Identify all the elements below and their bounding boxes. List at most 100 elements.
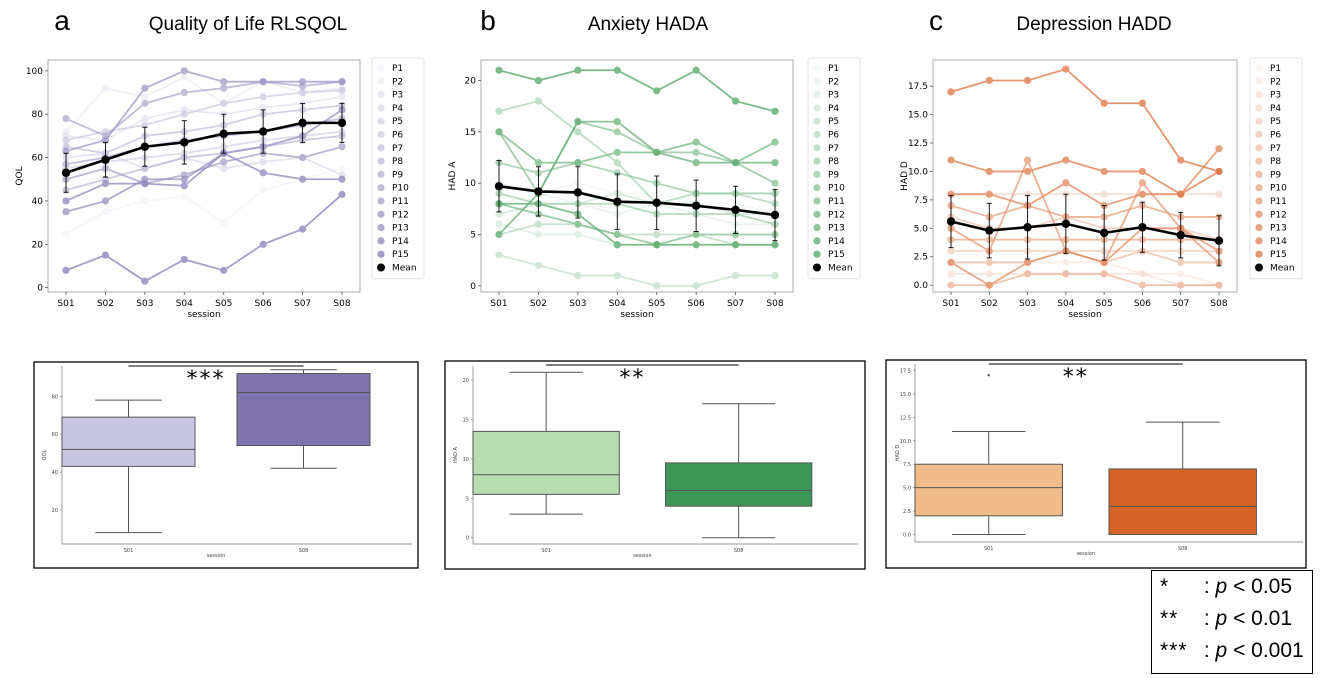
data-point: [534, 76, 543, 85]
legend-marker: [813, 170, 821, 178]
series-line: [65, 130, 343, 170]
y-tick-label: 10: [465, 179, 477, 189]
series-line: [950, 159, 1220, 196]
legend-label: P1: [392, 64, 403, 74]
data-point: [1177, 156, 1185, 164]
data-point: [180, 73, 188, 81]
series-line: [65, 109, 343, 213]
series-line: [951, 272, 1219, 287]
legend-label: P9: [828, 170, 839, 180]
legend-marker: [1255, 157, 1263, 165]
data-point: [180, 175, 188, 183]
box-iqr: [914, 463, 1063, 517]
boxplot-y-tick-label: 15.0: [900, 392, 911, 398]
data-point: [1023, 270, 1032, 278]
legend-label: P3: [392, 91, 403, 101]
series-line: [65, 69, 342, 152]
legend-colon: :: [1203, 575, 1210, 598]
mean-point: [219, 129, 228, 138]
data-point: [613, 128, 621, 136]
data-point: [1215, 281, 1223, 289]
data-point: [101, 251, 110, 259]
series-line: [65, 104, 343, 155]
data-point: [62, 197, 70, 205]
data-point: [1215, 167, 1223, 176]
plot-area: [932, 59, 1238, 293]
y-tick-label: 0: [470, 282, 476, 292]
data-point: [692, 230, 700, 239]
legend-label: P7: [828, 144, 839, 154]
legend-marker: [813, 91, 821, 99]
data-point: [653, 282, 661, 290]
box-iqr: [1108, 468, 1257, 536]
legend-marker: [1255, 197, 1263, 205]
y-tick-label: 17.5: [908, 82, 928, 92]
legend-threshold: < 0.01: [1233, 607, 1293, 630]
chart-title: Quality of Life RLSQOL: [149, 14, 348, 35]
series-line: [950, 227, 1220, 287]
data-point: [1100, 167, 1108, 176]
data-point: [947, 281, 955, 289]
legend-marker: [377, 197, 385, 205]
data-point: [62, 229, 70, 238]
data-point: [1138, 167, 1147, 176]
data-point: [220, 84, 228, 92]
legend-marker: [813, 130, 821, 139]
legend-label: P2: [392, 77, 403, 87]
data-point: [692, 282, 700, 290]
y-tick-label: 15: [465, 128, 476, 138]
legend-marker: [1255, 237, 1263, 245]
legend-label: P6: [828, 131, 839, 141]
series-line: [65, 152, 342, 202]
legend-label: P3: [1270, 91, 1281, 101]
legend-p: p: [1215, 639, 1228, 662]
legend-label: P7: [1270, 144, 1281, 154]
mean-point: [258, 127, 268, 136]
data-point: [101, 208, 110, 216]
box-S01: S01: [472, 371, 620, 554]
boxplot-y-tick-label: 40: [52, 470, 58, 476]
data-point: [653, 241, 661, 249]
legend-label: P15: [1270, 250, 1287, 260]
data-point: [495, 107, 503, 115]
x-tick-label: S06: [1134, 299, 1151, 309]
x-tick-label: S01: [57, 299, 74, 309]
legend-marker: [1255, 130, 1263, 139]
data-point: [180, 182, 188, 190]
legend-marker: [813, 237, 821, 245]
legend-label: Mean: [392, 264, 417, 274]
legend-label: P8: [1270, 157, 1281, 167]
data-point: [1138, 179, 1147, 187]
data-point: [1138, 270, 1147, 278]
mean-line: [65, 121, 342, 174]
legend-marker: [1255, 210, 1263, 218]
legend-label: P8: [392, 157, 403, 167]
legend-box: [1249, 57, 1303, 280]
data-point: [220, 99, 228, 107]
data-point: [692, 241, 700, 249]
boxplot-x-label: session: [633, 553, 652, 559]
legend-label: P10: [1270, 184, 1287, 194]
data-point: [495, 220, 503, 228]
legend-threshold: < 0.001: [1233, 639, 1304, 662]
data-point: [574, 230, 582, 239]
data-point: [298, 153, 307, 162]
x-tick-label: S07: [294, 299, 311, 309]
legend-marker: [377, 77, 385, 85]
data-point: [613, 117, 621, 126]
x-tick-label: S04: [1057, 299, 1074, 309]
legend-label: P1: [1270, 64, 1281, 74]
legend-marker: [813, 250, 821, 258]
data-point: [771, 179, 779, 187]
series-line: [498, 69, 776, 113]
x-axis-label: session: [187, 310, 220, 320]
legend-marker: [1255, 77, 1263, 85]
legend-marker: [813, 144, 821, 152]
x-tick-label: S07: [1172, 299, 1189, 309]
data-point: [534, 230, 543, 239]
legend-label: P2: [828, 77, 839, 87]
panel-c: c Depression HADD 0.0 2.5 5.0 7.5 10.0 12.5 15.0…: [885, 5, 1307, 569]
data-point: [259, 186, 267, 194]
significance-legend: * : p < 0.05 ** : p < 0.01 *** : p < 0.0…: [1151, 570, 1313, 674]
legend-threshold: < 0.05: [1233, 575, 1293, 598]
